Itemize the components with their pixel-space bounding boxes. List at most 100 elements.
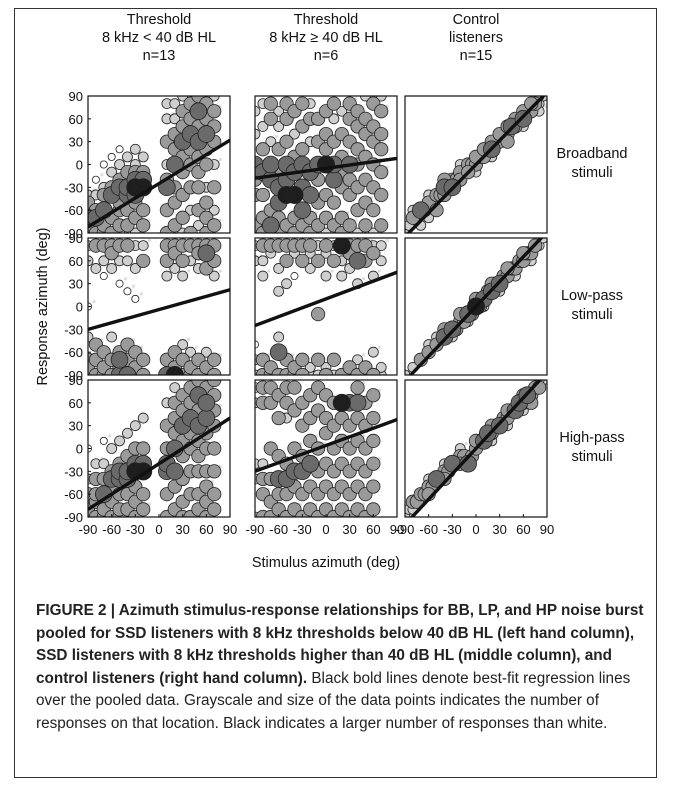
data-point: [136, 203, 151, 218]
x-tick-label: -60: [269, 522, 288, 537]
regression-line: [406, 96, 546, 233]
data-point: [352, 354, 363, 366]
column-header-2-line-3: n=6: [314, 48, 339, 64]
data-point: [193, 219, 204, 231]
y-tick-label: -60: [64, 345, 83, 360]
y-tick-label: 60: [69, 396, 83, 411]
data-point: [131, 294, 140, 303]
regression-line: [255, 417, 397, 473]
panel-border: [404, 237, 548, 376]
data-point: [366, 388, 381, 403]
x-tick-label: -60: [102, 522, 121, 537]
data-point: [295, 253, 310, 268]
x-tick-label: -90: [246, 522, 265, 537]
data-point: [255, 142, 270, 157]
faint-response-dot: [187, 269, 191, 273]
data-point: [500, 134, 515, 149]
data-point: [257, 255, 269, 267]
x-tick-label: 60: [366, 522, 380, 537]
faint-response-dot: [361, 277, 366, 281]
data-point: [183, 225, 198, 233]
data-point: [311, 253, 326, 268]
data-point: [169, 382, 181, 394]
y-tick-label: 90: [69, 373, 83, 388]
data-point: [129, 263, 141, 274]
data-point: [161, 270, 173, 282]
data-point: [303, 238, 318, 253]
data-point: [189, 102, 208, 121]
regression-line: [88, 416, 230, 511]
data-point: [123, 287, 132, 296]
data-point: [281, 278, 292, 290]
y-tick-label: -30: [64, 180, 83, 195]
data-point: [265, 136, 277, 148]
data-point: [271, 410, 286, 426]
data-point: [516, 246, 531, 261]
data-point: [208, 204, 220, 216]
regression-line: [408, 238, 544, 375]
data-point: [374, 104, 389, 119]
data-point: [197, 409, 216, 427]
data-point: [367, 346, 379, 358]
y-tick-label: -30: [64, 464, 83, 479]
column-header-1-line-2: 8 kHz < 40 dB HL: [102, 30, 216, 46]
regression-line: [88, 138, 230, 229]
faint-response-dot: [131, 284, 136, 288]
data-point: [358, 218, 373, 233]
y-tick-label: 30: [69, 135, 83, 150]
data-point: [326, 96, 341, 111]
data-point: [137, 412, 149, 424]
x-tick-label: 0: [472, 522, 479, 537]
y-tick-label: 0: [76, 158, 83, 173]
data-point: [136, 487, 151, 502]
data-point: [197, 244, 216, 263]
x-tick-label: 90: [390, 522, 404, 537]
data-point: [261, 216, 280, 233]
data-point: [366, 246, 381, 261]
data-point: [328, 113, 340, 125]
y-tick-label: -30: [64, 322, 83, 337]
data-point: [177, 339, 189, 350]
data-point: [326, 253, 341, 268]
y-tick-label: 0: [76, 300, 83, 315]
data-point: [90, 263, 102, 274]
x-tick-label: -30: [443, 522, 462, 537]
data-point: [98, 255, 110, 267]
faint-response-dot: [92, 299, 96, 304]
data-point: [115, 279, 124, 288]
x-tick-label: -30: [293, 522, 312, 537]
y-tick-label: 60: [69, 112, 83, 127]
faint-response-dot: [123, 277, 128, 281]
data-point: [311, 307, 326, 322]
data-point: [257, 270, 269, 282]
y-tick-label: 30: [69, 277, 83, 292]
data-point: [320, 270, 332, 282]
figure-caption: FIGURE 2 | Azimuth stimulus-response rel…: [36, 600, 646, 735]
data-point: [269, 343, 288, 361]
data-point: [114, 435, 125, 447]
x-tick-label: 60: [516, 522, 530, 537]
y-tick-label: -60: [64, 487, 83, 502]
faint-response-dot: [330, 269, 334, 273]
y-tick-label: 90: [69, 231, 83, 246]
row-label-1-line-1: Broadband: [557, 146, 628, 162]
data-point: [273, 105, 285, 117]
faint-response-dot: [100, 173, 104, 177]
data-point: [169, 263, 181, 274]
data-point: [207, 218, 222, 233]
panel-border: [404, 95, 548, 234]
data-point: [273, 263, 285, 274]
x-tick-label: -90: [396, 522, 415, 537]
data-point: [199, 195, 214, 210]
data-point: [348, 394, 367, 412]
data-point: [129, 420, 141, 432]
data-point: [129, 143, 141, 155]
data-point: [200, 346, 212, 358]
data-point: [118, 366, 137, 375]
data-point: [207, 180, 222, 195]
row-label-2-line-1: Low-pass: [561, 288, 623, 304]
x-tick-label: 30: [175, 522, 189, 537]
data-point: [374, 126, 389, 142]
data-point: [110, 350, 129, 369]
data-point: [332, 238, 351, 255]
